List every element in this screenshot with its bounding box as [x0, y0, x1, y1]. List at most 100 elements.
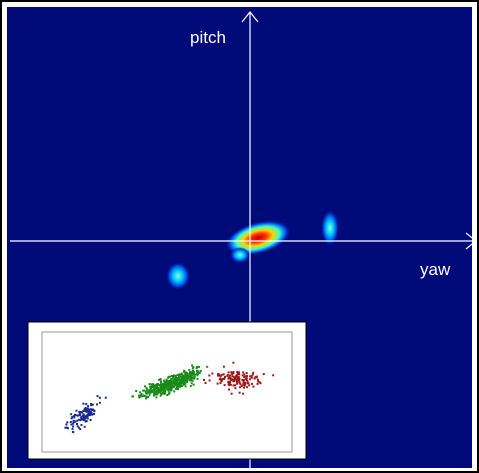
scatter-dot: [83, 417, 85, 420]
scatter-dot: [176, 374, 179, 376]
scatter-dot: [191, 377, 194, 380]
scatter-dot: [93, 412, 95, 415]
scatter-dot: [198, 365, 200, 368]
scatter-dot: [163, 390, 166, 393]
scatter-dot: [191, 374, 194, 377]
scatter-dot: [188, 379, 191, 382]
scatter-dot: [171, 386, 174, 388]
scatter-dot: [137, 394, 140, 397]
scatter-dot: [70, 417, 73, 420]
scatter-dot: [89, 408, 92, 411]
scatter-dot: [158, 388, 161, 391]
scatter-dot: [236, 373, 239, 376]
scatter-dot: [159, 385, 162, 388]
scatter-dot: [235, 375, 238, 378]
scatter-dot: [256, 382, 259, 385]
scatter-dot: [149, 385, 152, 388]
scatter-dot: [83, 415, 86, 418]
scatter-dot: [85, 403, 88, 406]
scatter-dot: [156, 383, 159, 386]
scatter-dot: [159, 378, 162, 380]
scatter-dot: [132, 395, 134, 398]
scatter-dot: [227, 383, 230, 386]
scatter-dot: [148, 389, 151, 392]
scatter-dot: [82, 410, 85, 412]
scatter-dot: [83, 409, 86, 412]
scatter-dot: [172, 380, 175, 383]
scatter-dot: [84, 420, 87, 423]
scatter-dot: [239, 386, 241, 389]
scatter-dot: [243, 376, 246, 378]
scatter-dot: [232, 375, 235, 378]
scatter-dot: [246, 375, 249, 377]
scatter-dot: [162, 388, 165, 391]
scatter-dot: [74, 413, 76, 416]
scatter-dot: [145, 397, 147, 400]
scatter-dot: [242, 371, 245, 374]
scatter-dot: [181, 381, 184, 384]
scatter-dot: [78, 410, 81, 413]
scatter-dot: [257, 380, 260, 383]
scatter-dot: [65, 426, 68, 429]
arrow-head: [241, 11, 259, 23]
scatter-dot: [251, 382, 253, 385]
scatter-dot: [79, 413, 82, 416]
scatter-dot: [196, 365, 198, 368]
scatter-dot: [219, 382, 222, 385]
scatter-dot: [188, 368, 191, 371]
scatter-dot: [73, 416, 76, 419]
scatter-dot: [91, 408, 94, 411]
scatter-dot: [139, 394, 142, 397]
scatter-dot: [168, 387, 171, 390]
scatter-dot: [96, 403, 98, 406]
scatter-dot: [176, 385, 178, 387]
scatter-dot: [257, 378, 259, 381]
scatter-dot: [77, 414, 79, 417]
scatter-dot: [82, 402, 85, 405]
scatter-dot: [64, 426, 67, 429]
scatter-dot: [146, 388, 149, 391]
scatter-dot: [88, 408, 91, 411]
scatter-dot: [87, 405, 90, 408]
scatter-dot: [193, 375, 196, 378]
scatter-dot: [171, 375, 173, 377]
scatter-dot: [172, 375, 175, 378]
scatter-dot: [71, 427, 74, 430]
scatter-dot: [191, 364, 194, 367]
scatter-dot: [226, 374, 229, 377]
scatter-dot: [148, 393, 151, 396]
scatter-dot: [234, 387, 237, 390]
scatter-dot: [190, 372, 193, 375]
scatter-dot: [79, 419, 82, 422]
scatter-dot: [227, 380, 230, 383]
scatter-dot: [86, 410, 88, 413]
scatter-dot: [262, 373, 265, 376]
scatter-dot: [67, 427, 69, 430]
scatter-dot: [220, 379, 223, 382]
scatter-dot: [253, 377, 256, 380]
scatter-dot: [162, 387, 164, 390]
scatter-dot: [170, 389, 173, 392]
scatter-dot: [241, 374, 244, 377]
scatter-dot: [243, 384, 246, 387]
scatter-dot: [224, 376, 226, 378]
scatter-dot: [159, 383, 162, 386]
scatter-dot: [152, 383, 155, 386]
scatter-dot: [228, 388, 230, 391]
scatter-dot: [72, 419, 75, 422]
scatter-dot: [66, 421, 69, 424]
scatter-dot: [174, 387, 177, 390]
scatter-dot: [69, 421, 72, 423]
scatter-dot: [156, 389, 159, 392]
scatter-dot: [175, 381, 178, 384]
scatter-dot: [179, 380, 182, 383]
scatter-dot: [221, 373, 224, 376]
scatter-dot: [186, 375, 189, 378]
scatter-dot: [196, 371, 199, 374]
scatter-dot: [175, 382, 178, 385]
scatter-dot: [173, 374, 175, 377]
scatter-dot: [65, 423, 68, 426]
scatter-dot: [171, 383, 174, 386]
scatter-dot: [245, 372, 248, 375]
scatter-dot: [218, 378, 221, 381]
